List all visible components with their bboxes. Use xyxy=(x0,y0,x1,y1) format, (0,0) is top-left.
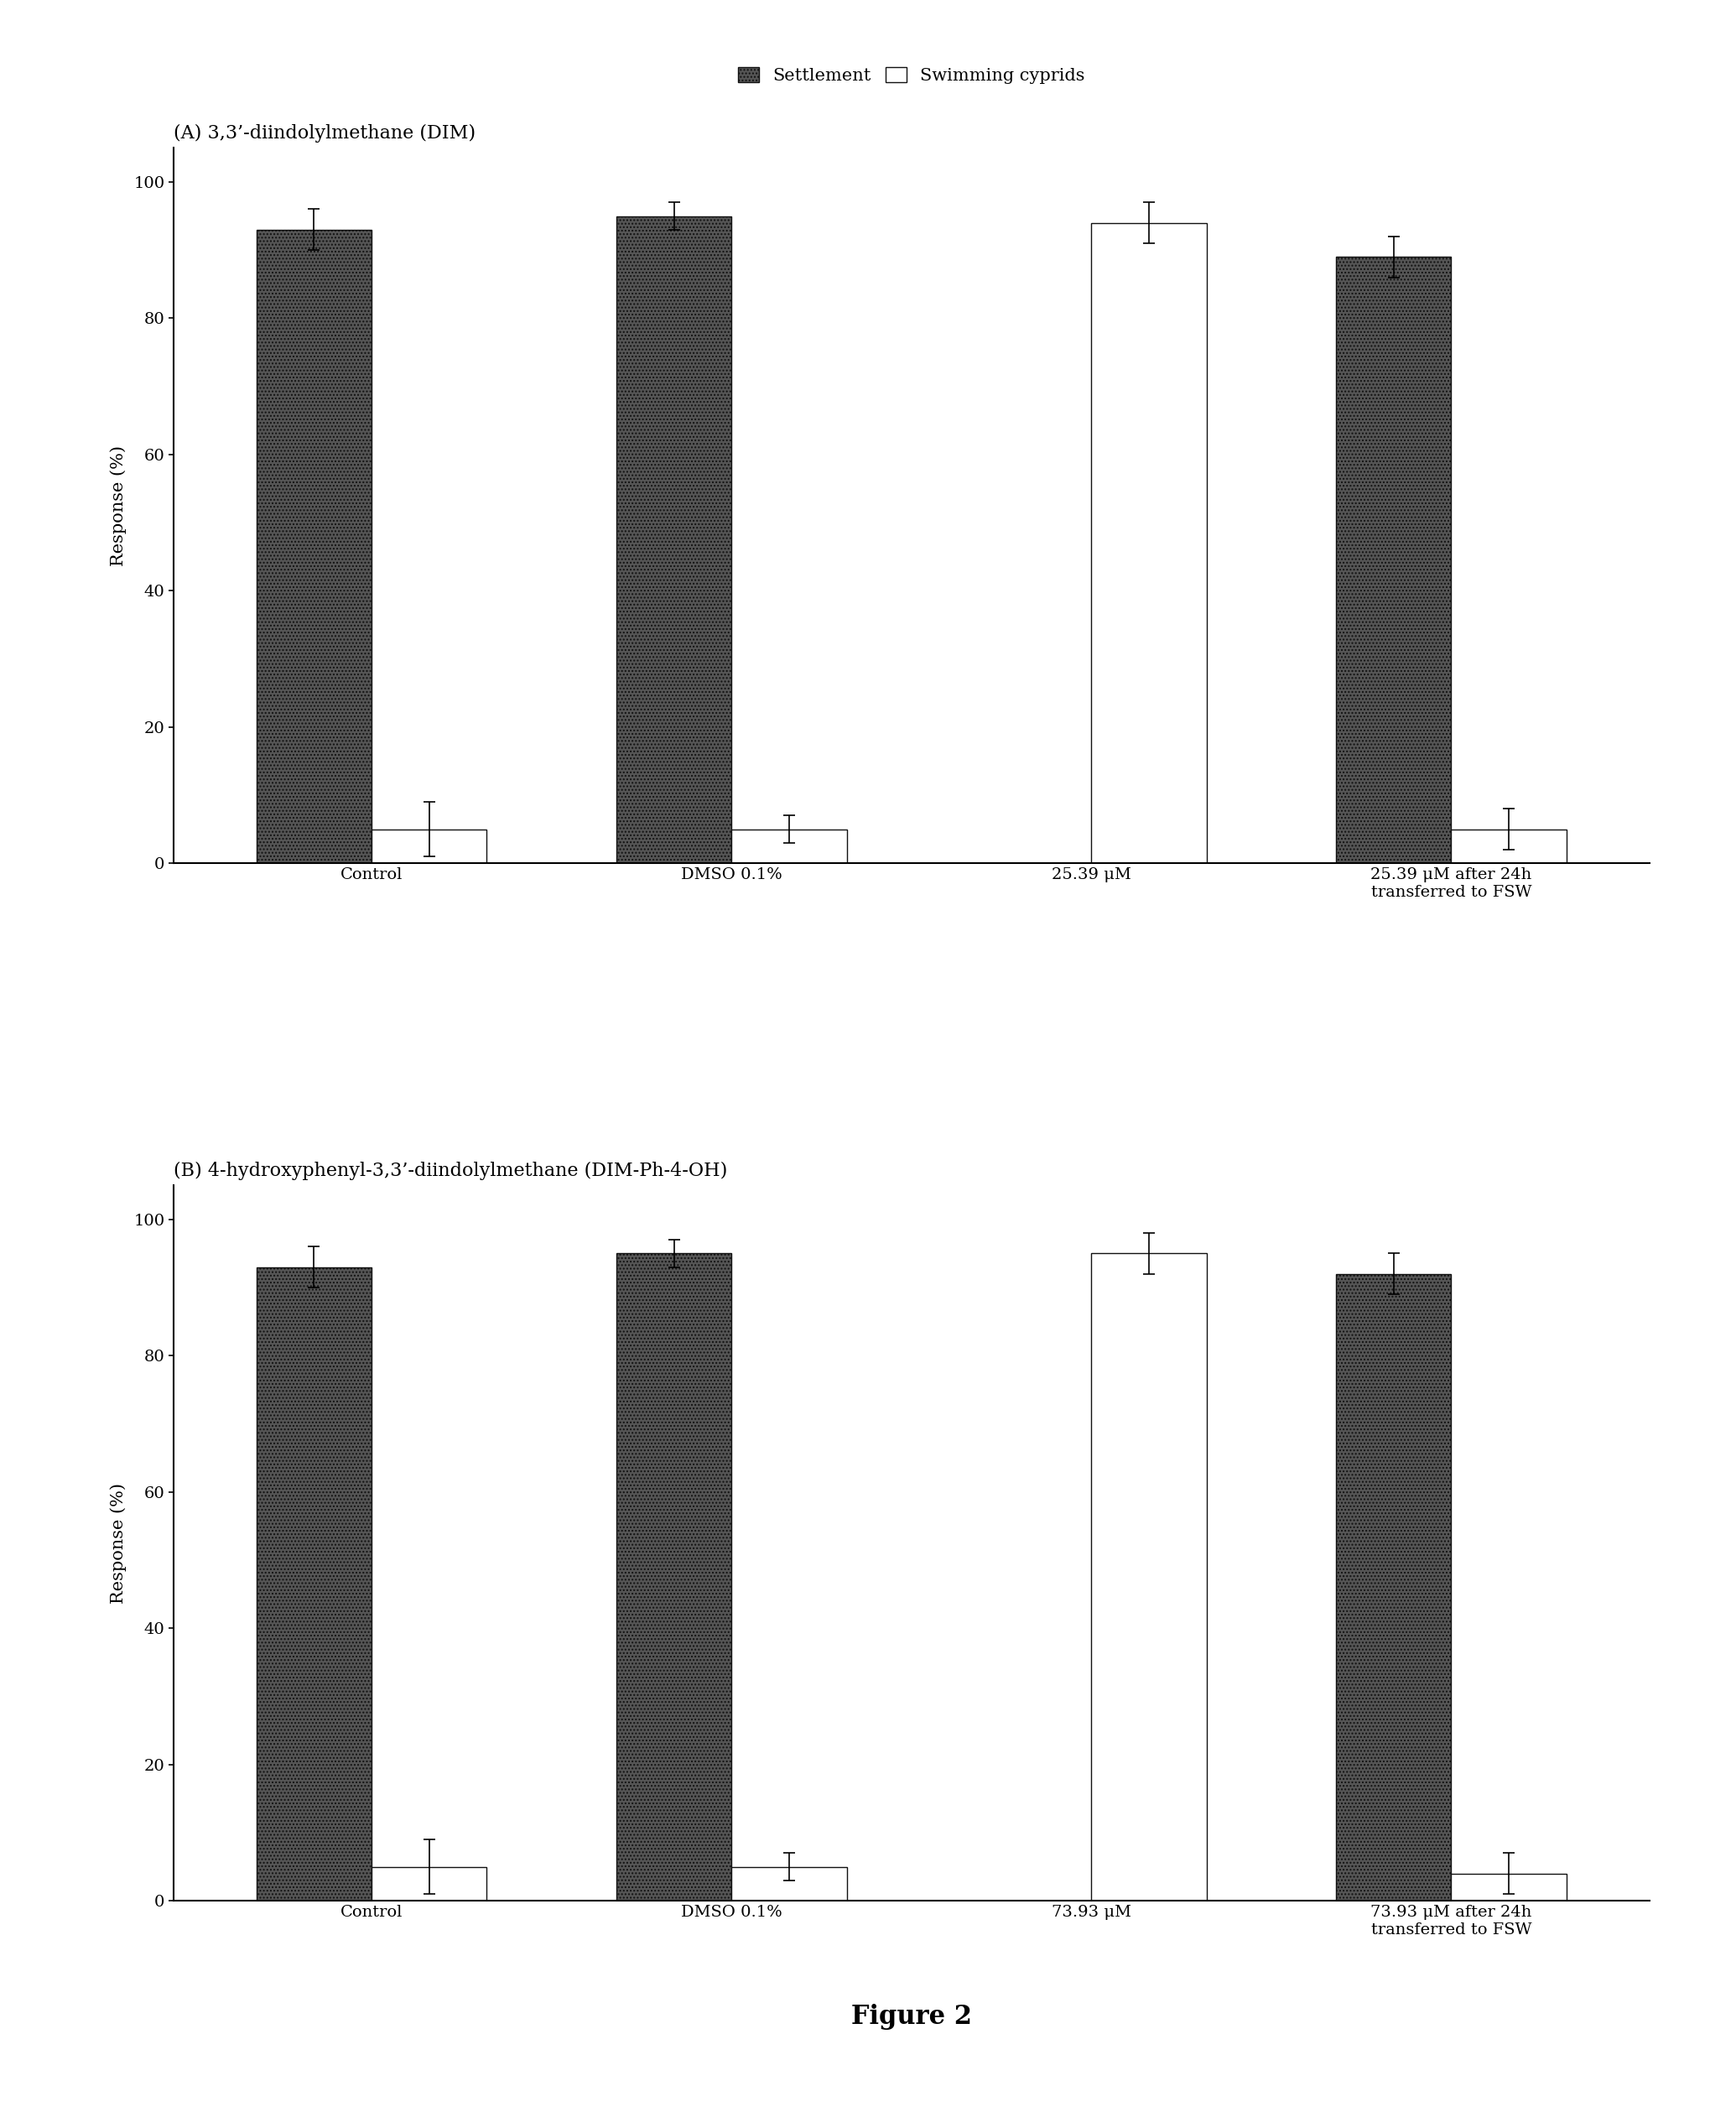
Bar xyxy=(731,830,847,864)
Bar xyxy=(616,215,731,864)
Bar xyxy=(1337,258,1451,864)
Text: (B) 4-hydroxyphenyl-3,3’-diindolylmethane (DIM-Ph-4-OH): (B) 4-hydroxyphenyl-3,3’-diindolylmethan… xyxy=(174,1162,727,1181)
Bar xyxy=(372,1867,486,1901)
Legend: Settlement, Swimming cyprids: Settlement, Swimming cyprids xyxy=(733,61,1090,89)
Bar xyxy=(1451,1873,1566,1901)
Y-axis label: Response (%): Response (%) xyxy=(111,446,127,566)
Bar xyxy=(257,1267,372,1901)
Bar xyxy=(1337,1274,1451,1901)
Text: Figure 2: Figure 2 xyxy=(851,2004,972,2030)
Text: (A) 3,3’-diindolylmethane (DIM): (A) 3,3’-diindolylmethane (DIM) xyxy=(174,125,476,144)
Bar xyxy=(1451,830,1566,864)
Bar xyxy=(257,230,372,864)
Bar xyxy=(731,1867,847,1901)
Bar xyxy=(1092,222,1207,864)
Bar xyxy=(1092,1252,1207,1901)
Bar xyxy=(372,830,486,864)
Y-axis label: Response (%): Response (%) xyxy=(111,1483,127,1603)
Bar xyxy=(616,1252,731,1901)
